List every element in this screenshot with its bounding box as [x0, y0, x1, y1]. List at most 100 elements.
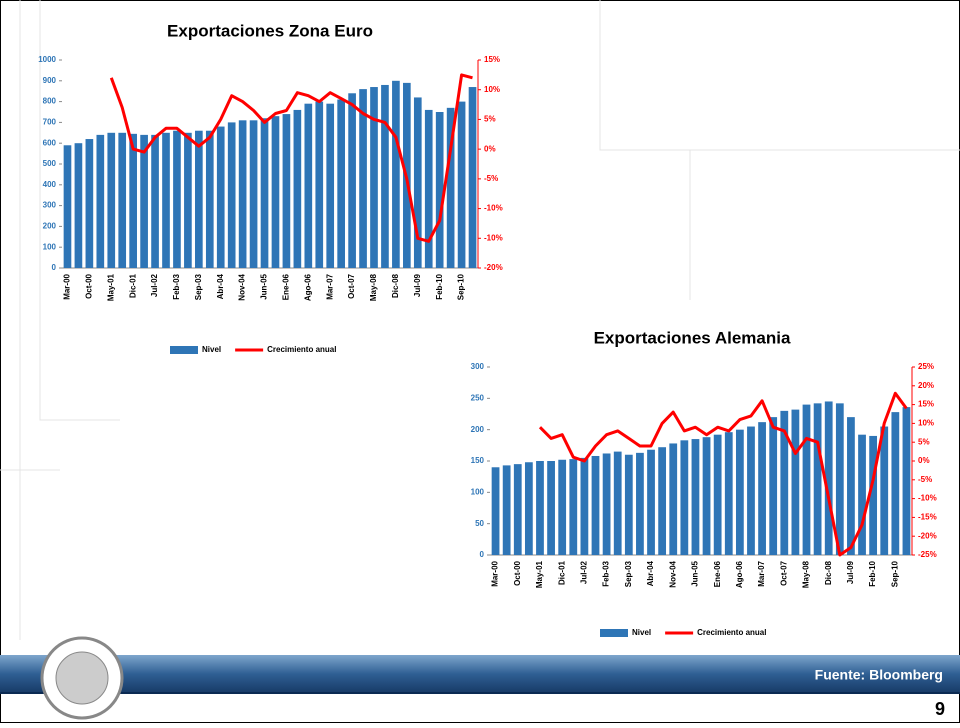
x-tick-label: Feb-03: [602, 560, 611, 586]
bar: [835, 403, 844, 555]
y2-tick-label: 15%: [918, 400, 934, 409]
bar: [293, 109, 302, 268]
bar: [735, 429, 744, 555]
x-tick-label: Sep-10: [890, 560, 899, 587]
y2-tick-label: 5%: [918, 437, 930, 446]
bar: [758, 422, 766, 555]
y-tick-label: 200: [43, 222, 57, 231]
bar: [151, 134, 159, 268]
bar: [205, 130, 214, 268]
bar: [802, 404, 811, 555]
x-tick-label: Jul-09: [846, 560, 855, 584]
bar: [304, 103, 313, 269]
bar: [524, 462, 533, 555]
bar: [791, 409, 800, 555]
bar: [502, 465, 511, 555]
x-tick-label: May-08: [369, 273, 378, 301]
bar: [63, 145, 72, 268]
bar: [173, 130, 181, 268]
y-tick-label: 600: [43, 138, 57, 147]
bar: [769, 417, 778, 555]
x-tick-label: Oct-00: [513, 560, 522, 585]
bar: [184, 132, 192, 268]
y-tick-label: 200: [471, 425, 485, 434]
y-tick-label: 500: [43, 159, 57, 168]
x-tick-label: May-01: [106, 273, 115, 301]
y2-tick-label: 5%: [484, 115, 496, 124]
x-tick-label: Feb-03: [172, 273, 181, 299]
bar: [558, 459, 567, 555]
bar: [162, 132, 170, 268]
y2-tick-label: 10%: [918, 419, 934, 428]
bar: [824, 401, 833, 555]
legend-swatch: [170, 346, 198, 354]
x-tick-label: Ene-06: [713, 560, 722, 587]
x-tick-label: Sep-03: [194, 273, 203, 300]
logo-inner: [55, 651, 109, 705]
bar: [271, 116, 280, 268]
bar: [513, 464, 522, 555]
legend-label: Crecimiento anual: [697, 628, 766, 637]
bar: [847, 417, 855, 555]
bar: [680, 440, 689, 555]
background-lines: [0, 0, 960, 640]
y-tick-label: 400: [43, 180, 57, 189]
bar: [129, 133, 137, 268]
x-tick-label: Jun-05: [260, 273, 269, 299]
bar: [249, 120, 258, 268]
line: [109, 73, 473, 243]
chart-title: Exportaciones Zona Euro: [167, 21, 373, 40]
bar: [624, 454, 633, 555]
y2-tick-label: -5%: [484, 174, 498, 183]
bar: [702, 437, 711, 555]
y-tick-label: 800: [43, 97, 57, 106]
bar: [858, 434, 866, 555]
x-tick-label: Mar-00: [63, 273, 72, 299]
legend-label: Nivel: [632, 628, 651, 637]
legend-swatch: [600, 629, 628, 637]
y2-tick-label: 25%: [918, 362, 934, 371]
y2-tick-label: 20%: [918, 381, 934, 390]
bar: [315, 101, 324, 268]
y2-tick-label: -20%: [484, 263, 503, 272]
x-tick-label: Nov-04: [238, 273, 247, 300]
bar: [260, 118, 269, 269]
x-tick-label: Feb-10: [435, 273, 444, 299]
bar: [713, 434, 722, 555]
y2-tick-label: -10%: [484, 204, 503, 213]
bar: [446, 107, 455, 268]
bar: [348, 93, 356, 268]
x-tick-label: Feb-10: [868, 560, 877, 586]
x-tick-label: Sep-10: [457, 273, 466, 300]
x-tick-label: May-01: [535, 560, 544, 588]
x-tick-label: Mar-07: [325, 273, 334, 299]
bar: [359, 89, 367, 269]
bar: [580, 457, 589, 555]
x-tick-label: Ago-06: [303, 273, 312, 301]
y-tick-label: 300: [471, 362, 485, 371]
bar: [96, 134, 105, 268]
bar: [457, 101, 466, 268]
bar: [337, 99, 345, 269]
y2-tick-label: 15%: [484, 55, 500, 64]
y2-tick-label: 10%: [484, 85, 500, 94]
bar: [891, 412, 900, 555]
bar: [435, 112, 444, 268]
y2-tick-label: -10%: [918, 494, 937, 503]
bar: [326, 103, 335, 269]
chart-title: Exportaciones Alemania: [594, 328, 791, 347]
footer-band: [0, 655, 960, 693]
y-tick-label: 1000: [38, 55, 56, 64]
x-tick-label: Oct-07: [347, 273, 356, 298]
bar: [227, 122, 236, 269]
legend-label: Nivel: [202, 345, 221, 354]
y-tick-label: 0: [52, 263, 57, 272]
y-tick-label: 150: [471, 456, 485, 465]
bar: [747, 426, 755, 555]
line: [538, 391, 908, 557]
bar: [869, 435, 878, 555]
y-tick-label: 50: [475, 519, 484, 528]
x-tick-label: Jul-02: [580, 560, 589, 584]
x-tick-label: Nov-04: [668, 560, 677, 587]
